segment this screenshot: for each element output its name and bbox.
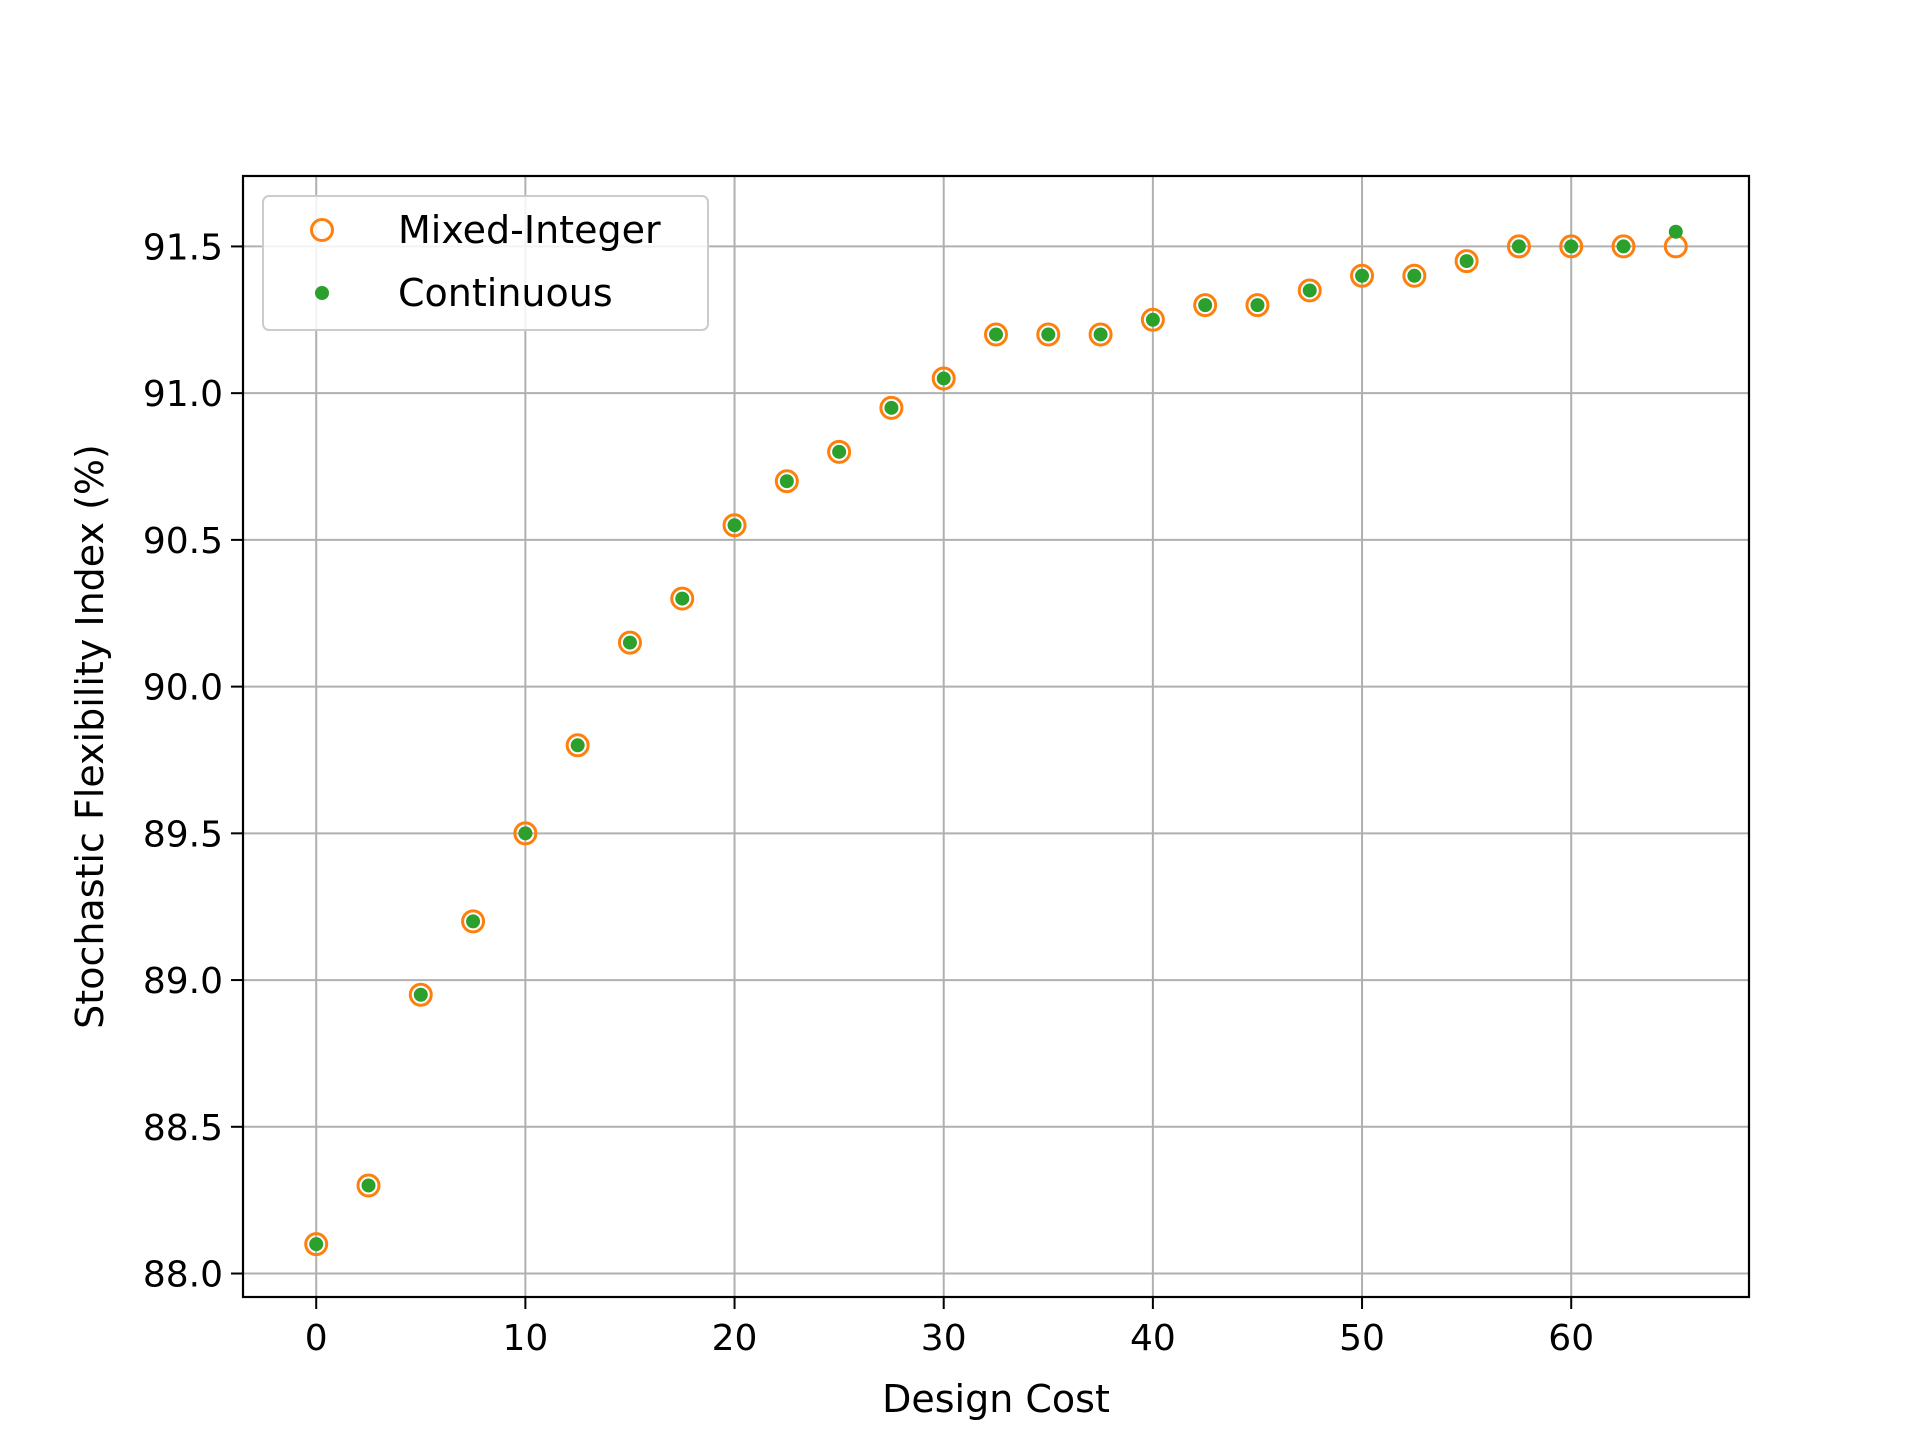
continuous-point bbox=[1668, 224, 1683, 239]
mixed-integer-point bbox=[513, 821, 538, 846]
x-tick-label: 0 bbox=[305, 1318, 328, 1359]
mixed-integer-point bbox=[1350, 263, 1375, 288]
continuous-point bbox=[1145, 312, 1160, 327]
continuous-point bbox=[884, 400, 899, 415]
x-axis-label: Design Cost bbox=[882, 1377, 1110, 1421]
continuous-point bbox=[518, 826, 533, 841]
continuous-point bbox=[1302, 283, 1317, 298]
mixed-integer-point bbox=[1454, 249, 1479, 274]
continuous-point bbox=[936, 371, 951, 386]
continuous-point bbox=[1407, 268, 1422, 283]
continuous-point bbox=[832, 444, 847, 459]
mixed-integer-point bbox=[565, 733, 590, 758]
continuous-point bbox=[1041, 327, 1056, 342]
mixed-integer-point bbox=[670, 586, 695, 611]
y-tick-label: 89.5 bbox=[143, 814, 223, 855]
continuous-point bbox=[1511, 239, 1526, 254]
y-tick-label: 89.0 bbox=[143, 961, 223, 1002]
mixed-integer-point bbox=[774, 469, 799, 494]
legend-box bbox=[262, 195, 709, 331]
continuous-point bbox=[1355, 268, 1370, 283]
continuous-point bbox=[361, 1178, 376, 1193]
mixed-integer-point bbox=[984, 322, 1008, 347]
y-tick-label: 88.5 bbox=[143, 1108, 223, 1149]
mixed-integer-point bbox=[356, 1173, 381, 1198]
x-tick-label: 20 bbox=[712, 1318, 758, 1359]
x-tick-label: 30 bbox=[921, 1318, 967, 1359]
continuous-point bbox=[466, 914, 481, 929]
continuous-point bbox=[1198, 298, 1213, 313]
y-tick-label: 91.0 bbox=[143, 374, 223, 415]
legend: Mixed-Integer Continuous bbox=[262, 195, 709, 331]
mixed-integer-point bbox=[879, 395, 904, 420]
legend-label-mixed-integer: Mixed-Integer bbox=[398, 208, 661, 252]
continuous-point bbox=[675, 591, 690, 606]
continuous-point bbox=[309, 1237, 324, 1252]
continuous-point bbox=[989, 327, 1003, 342]
legend-marker-continuous bbox=[315, 286, 329, 300]
plot-frame bbox=[241, 174, 1751, 1299]
mixed-integer-point bbox=[408, 982, 433, 1007]
mixed-integer-point bbox=[304, 1232, 329, 1257]
mixed-integer-point bbox=[461, 909, 486, 934]
continuous-point bbox=[1459, 254, 1474, 269]
continuous-point bbox=[570, 738, 585, 753]
continuous-point bbox=[622, 635, 637, 650]
x-tick-label: 60 bbox=[1548, 1318, 1594, 1359]
y-tick-label: 90.0 bbox=[143, 668, 223, 709]
x-tick-label: 40 bbox=[1130, 1318, 1176, 1359]
mixed-integer-point bbox=[1559, 234, 1584, 259]
mixed-integer-point bbox=[1088, 322, 1113, 347]
continuous-point bbox=[1093, 327, 1108, 342]
continuous-point bbox=[413, 987, 428, 1002]
mixed-integer-point bbox=[1611, 234, 1636, 259]
x-tick-label: 10 bbox=[502, 1318, 548, 1359]
mixed-integer-point bbox=[1245, 293, 1270, 318]
continuous-point bbox=[1564, 239, 1579, 254]
mixed-integer-point bbox=[1297, 278, 1322, 303]
mixed-integer-point bbox=[722, 513, 747, 538]
x-tick-label: 50 bbox=[1339, 1318, 1385, 1359]
y-tick-label: 88.0 bbox=[143, 1255, 223, 1296]
continuous-point bbox=[779, 474, 794, 489]
mixed-integer-point bbox=[827, 439, 852, 464]
grid-lines bbox=[243, 176, 1749, 1297]
y-tick-label: 90.5 bbox=[143, 521, 223, 562]
mixed-integer-point bbox=[1402, 263, 1427, 288]
axis-ticks: 0 10 20 30 40 50 60 88.0 88.5 89.0 89.5 90.0 90.5 91.… bbox=[143, 227, 1594, 1359]
continuous-point bbox=[1250, 298, 1265, 313]
data-points bbox=[304, 224, 1688, 1257]
mixed-integer-point bbox=[1506, 234, 1531, 259]
legend-label-continuous: Continuous bbox=[398, 271, 613, 315]
continuous-point bbox=[727, 518, 742, 533]
continuous-point bbox=[1616, 239, 1631, 254]
mixed-integer-point bbox=[1140, 307, 1165, 332]
y-tick-label: 91.5 bbox=[143, 227, 223, 268]
mixed-integer-point bbox=[931, 366, 956, 391]
mixed-integer-point bbox=[1193, 293, 1218, 318]
legend-marker-mixed-integer bbox=[310, 218, 334, 242]
mixed-integer-point bbox=[617, 630, 642, 655]
y-axis-label: Stochastic Flexibility Index (%) bbox=[68, 444, 112, 1029]
mixed-integer-point bbox=[1036, 322, 1061, 347]
